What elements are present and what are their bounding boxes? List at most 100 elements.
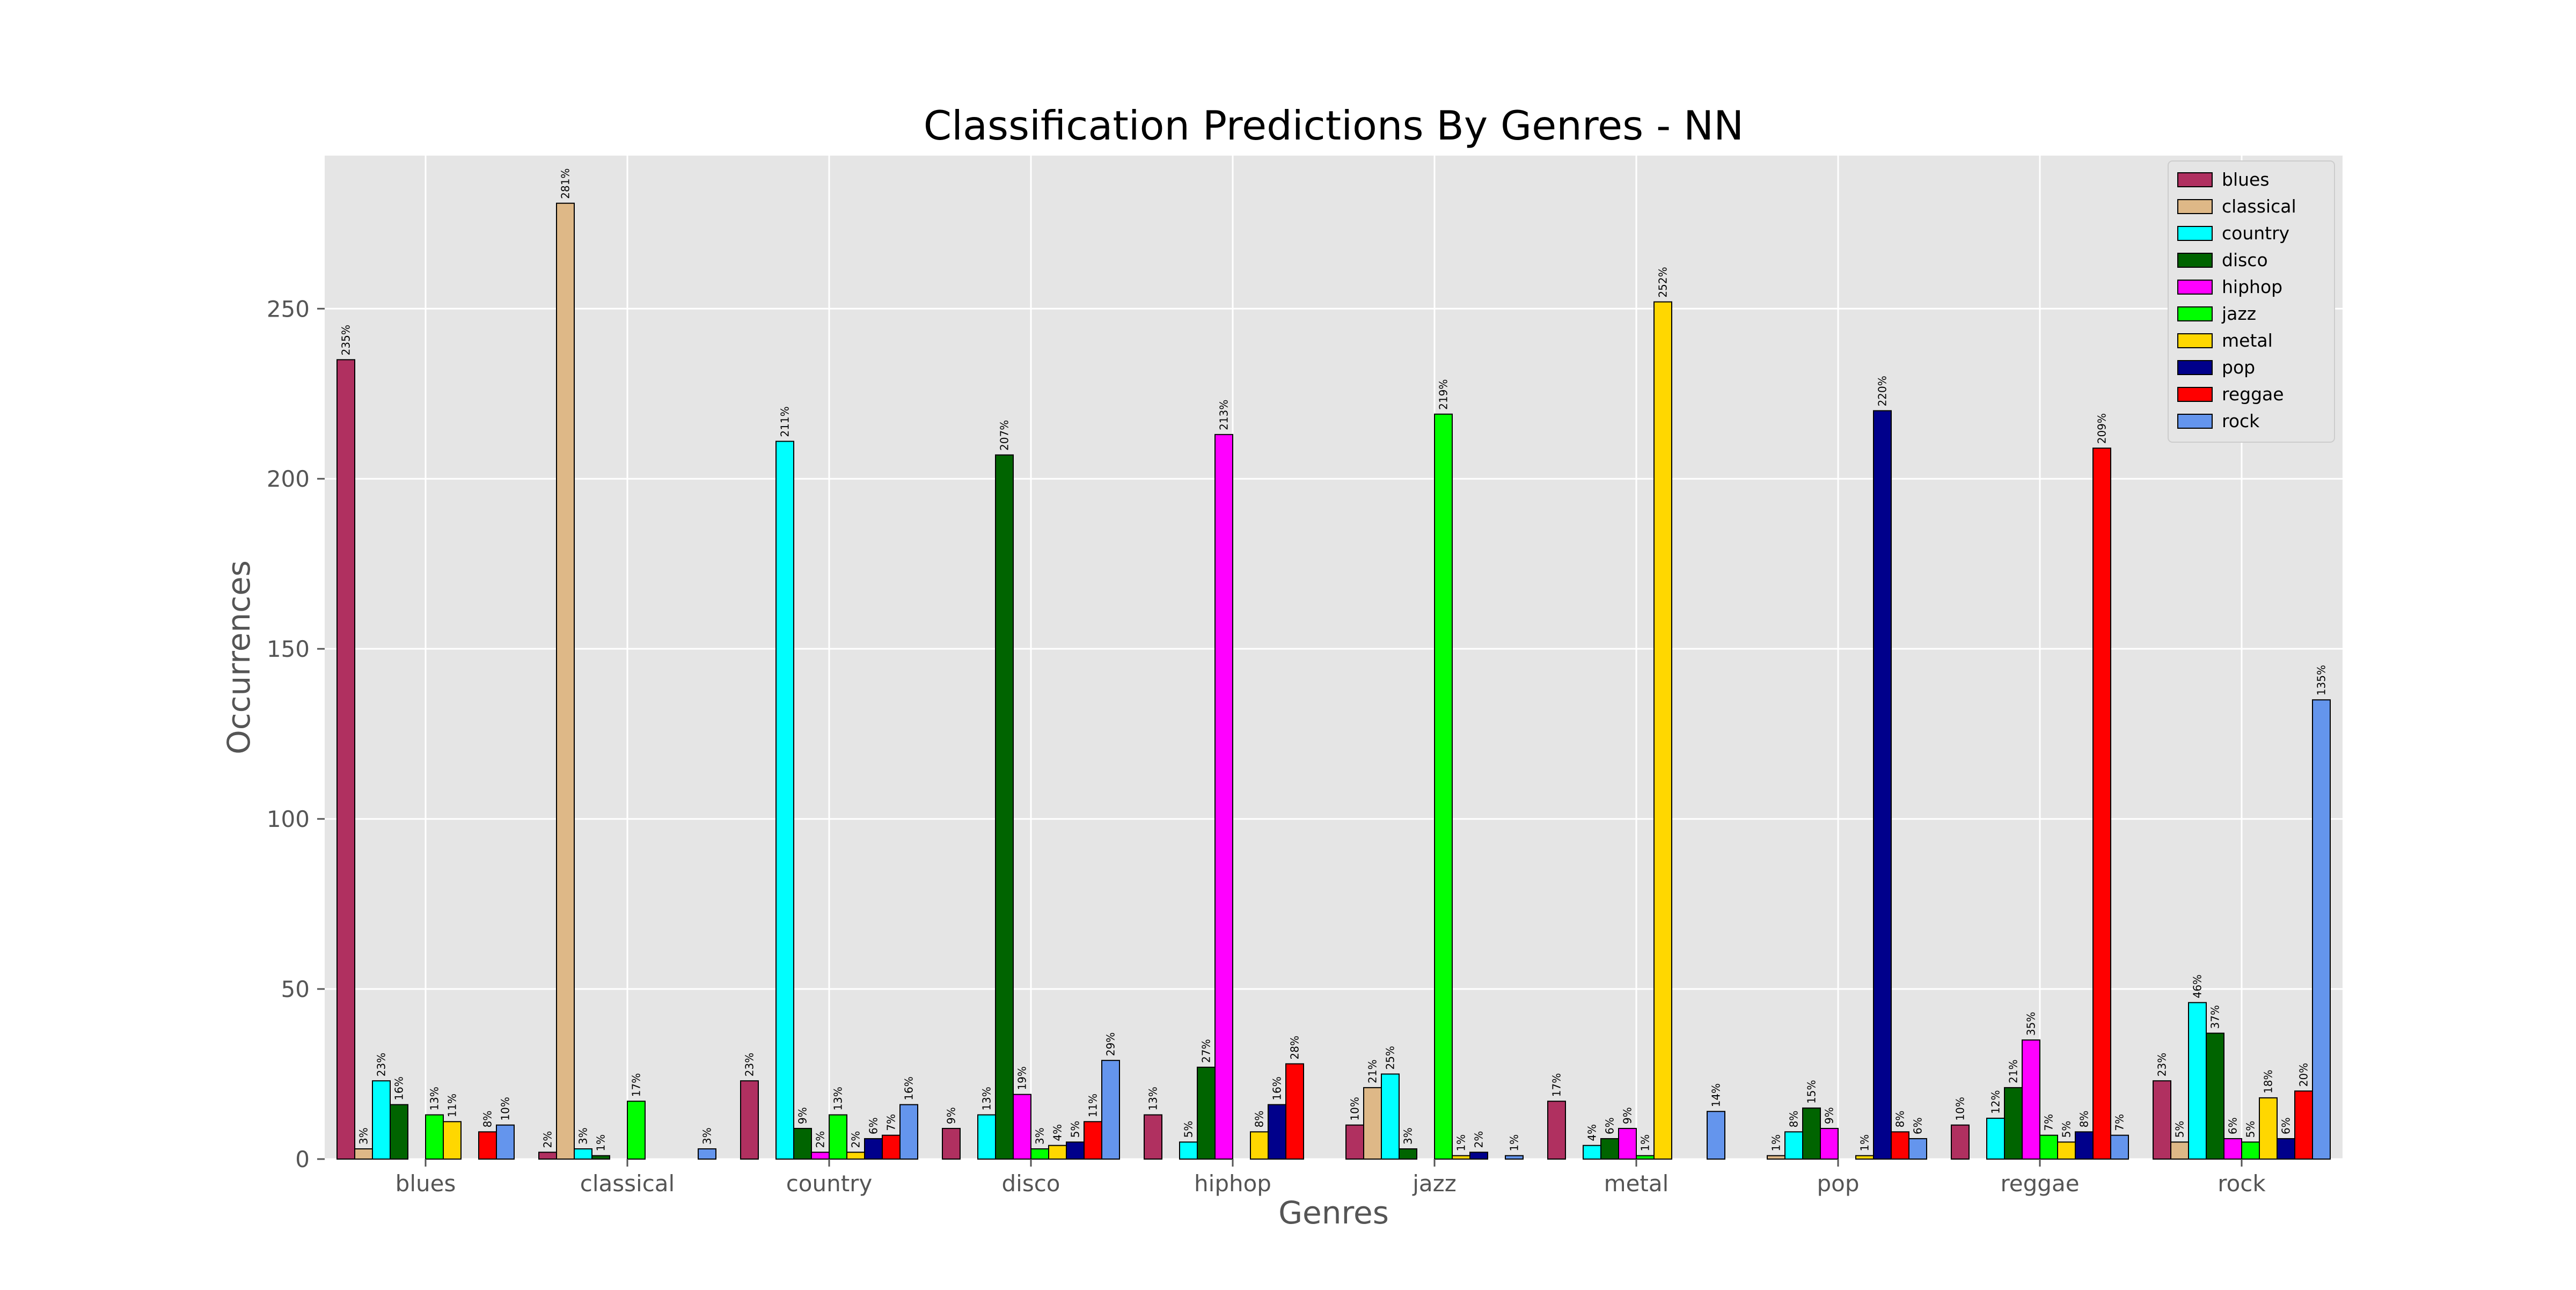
bar-value-label: 5% [2244, 1121, 2257, 1138]
y-tick-label: 0 [295, 1146, 310, 1172]
bar-hiphop-hiphop [1214, 434, 1233, 1160]
bar-value-label: 19% [1016, 1066, 1029, 1090]
bar-blues-rock [2153, 1080, 2171, 1160]
y-axis: 0 50 100 150 200 250 [267, 296, 325, 1172]
bar-value-label: 11% [1087, 1094, 1100, 1117]
bar-pop-pop [1873, 410, 1892, 1160]
bar-blues-classical [538, 1152, 557, 1160]
bar-value-label: 23% [2156, 1053, 2169, 1076]
bar-metal-hiphop [1250, 1131, 1269, 1160]
x-tick-label: country [786, 1170, 873, 1197]
legend-swatch-classical [2177, 199, 2213, 214]
bar-reggae-blues [478, 1131, 497, 1160]
bar-value-label: 17% [1550, 1073, 1563, 1097]
legend-label-metal: metal [2222, 330, 2273, 351]
bar-rock-disco [1101, 1060, 1120, 1160]
bar-rock-metal [1707, 1111, 1725, 1160]
bar-rock-country [899, 1104, 918, 1160]
x-tick-label: metal [1604, 1170, 1669, 1197]
x-tick-label: hiphop [1194, 1170, 1271, 1197]
x-tick-label: jazz [1412, 1170, 1457, 1197]
bar-blues-jazz [1345, 1124, 1364, 1160]
bar-value-label: 18% [2262, 1069, 2275, 1093]
x-tick-label: pop [1817, 1170, 1859, 1197]
bar-value-label: 1% [1455, 1134, 1468, 1152]
bar-value-label: 37% [2209, 1005, 2222, 1029]
bar-rock-jazz [1505, 1155, 1524, 1160]
bar-value-label: 6% [1912, 1117, 1924, 1134]
bar-value-label: 3% [701, 1127, 714, 1145]
bar-value-label: 9% [1823, 1107, 1836, 1124]
bar-country-jazz [1381, 1073, 1400, 1160]
bar-value-label: 6% [2280, 1117, 2293, 1134]
bar-value-label: 8% [2078, 1111, 2091, 1128]
bar-disco-disco [995, 454, 1014, 1160]
bar-value-label: 5% [1069, 1121, 1082, 1138]
bar-value-label: 13% [428, 1087, 441, 1110]
bar-reggae-hiphop [1285, 1063, 1304, 1160]
bar-value-label: 2% [541, 1131, 554, 1148]
bars [336, 202, 2331, 1160]
bar-classical-pop [1767, 1155, 1785, 1160]
bar-value-label: 1% [1858, 1134, 1871, 1152]
bar-value-label: 16% [393, 1076, 406, 1100]
bar-hiphop-disco [1013, 1094, 1031, 1160]
bar-blues-disco [942, 1127, 961, 1160]
bar-classical-classical [556, 202, 575, 1160]
bar-value-label: 213% [1218, 400, 1231, 430]
bar-pop-hiphop [1268, 1104, 1286, 1160]
bar-metal-blues [443, 1121, 462, 1160]
bar-value-label: 14% [1710, 1083, 1723, 1107]
bar-metal-rock [2259, 1097, 2278, 1160]
bar-value-label: 6% [1604, 1117, 1616, 1134]
bar-country-pop [1784, 1131, 1803, 1160]
legend-swatch-jazz [2177, 306, 2213, 321]
bar-pop-country [864, 1138, 883, 1160]
bar-value-label: 9% [796, 1107, 809, 1124]
legend-label-blues: blues [2222, 169, 2270, 190]
bar-value-label: 7% [2113, 1114, 2126, 1131]
x-tick-label: blues [396, 1170, 456, 1197]
bar-value-label: 16% [903, 1076, 916, 1100]
bar-value-label: 21% [1366, 1059, 1379, 1083]
bar-metal-metal [1653, 301, 1672, 1160]
bar-hiphop-reggae [2022, 1039, 2040, 1160]
bar-country-rock [2188, 1002, 2207, 1160]
legend-swatch-hiphop [2177, 280, 2213, 295]
bar-jazz-blues [425, 1114, 444, 1160]
bar-value-label: 20% [2297, 1063, 2310, 1087]
bar-value-label: 207% [998, 420, 1011, 451]
bar-value-label: 8% [1788, 1111, 1801, 1128]
legend-swatch-rock [2177, 414, 2213, 429]
bar-disco-jazz [1399, 1148, 1417, 1160]
y-tick-label: 50 [281, 976, 310, 1002]
bar-value-label: 1% [1639, 1134, 1652, 1152]
bar-blues-country [740, 1080, 759, 1160]
bar-rock-pop [1908, 1138, 1927, 1160]
bar-value-label: 135% [2315, 665, 2328, 695]
bar-blues-blues [336, 359, 355, 1160]
chart-title: Classification Predictions By Genres - N… [924, 102, 1744, 149]
bar-rock-blues [496, 1124, 515, 1160]
bar-value-label: 3% [1034, 1127, 1046, 1145]
bar-disco-pop [1802, 1107, 1821, 1160]
bar-jazz-reggae [2039, 1134, 2058, 1160]
bar-value-label: 7% [2043, 1114, 2055, 1131]
bar-value-label: 1% [595, 1134, 608, 1152]
bar-value-label: 27% [1200, 1039, 1213, 1062]
bar-hiphop-pop [1820, 1127, 1839, 1160]
bar-value-label: 3% [577, 1127, 590, 1145]
bar-value-label: 1% [1508, 1134, 1521, 1152]
bar-hiphop-country [811, 1152, 830, 1160]
bar-country-hiphop [1179, 1141, 1198, 1160]
legend-label-jazz: jazz [2221, 303, 2256, 324]
x-tick-label: reggae [2000, 1170, 2079, 1197]
bar-rock-reggae [2110, 1134, 2129, 1160]
bar-reggae-disco [1084, 1121, 1102, 1160]
legend-label-reggae: reggae [2222, 384, 2284, 405]
legend-swatch-blues [2177, 172, 2213, 187]
bar-reggae-pop [1891, 1131, 1909, 1160]
bar-country-country [775, 441, 794, 1160]
bar-country-metal [1583, 1145, 1601, 1160]
